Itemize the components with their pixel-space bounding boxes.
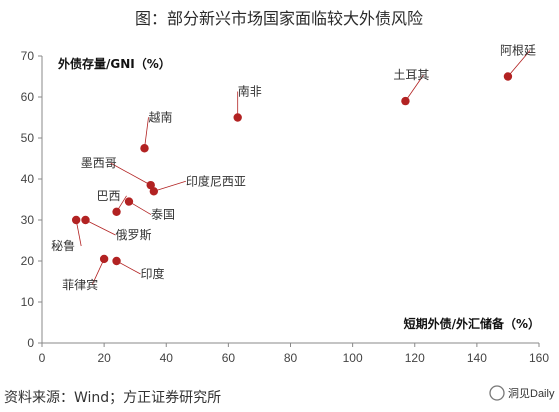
point-label: 巴西: [97, 189, 121, 203]
watermark: 洞见Daily: [489, 385, 555, 401]
data-point: [149, 187, 159, 196]
leader-line: [91, 258, 105, 286]
data-point: [401, 96, 410, 106]
leader-lines: [75, 50, 531, 286]
data-point: [503, 72, 513, 81]
y-tick-label: 30: [21, 213, 35, 227]
point-label: 阿根廷: [500, 44, 536, 58]
x-tick-label: 140: [467, 351, 487, 365]
y-tick-label: 70: [21, 49, 35, 63]
leader-line: [153, 180, 186, 192]
data-point: [71, 215, 81, 225]
y-tick-label: 40: [21, 172, 35, 186]
y-tick-label: 60: [21, 90, 35, 104]
point-label: 俄罗斯: [115, 228, 151, 242]
x-tick-label: 120: [405, 351, 425, 365]
data-point: [81, 215, 90, 225]
source-note: 资料来源：Wind；方正证券研究所: [4, 390, 221, 406]
x-tick-label: 80: [284, 351, 298, 365]
y-axis-title: 外债存量/GNI（%）: [58, 56, 171, 71]
point-label: 菲律宾: [62, 277, 98, 292]
data-points: [71, 72, 513, 266]
data-point: [124, 197, 134, 206]
leader-line: [128, 201, 152, 215]
wechat-icon: [489, 385, 505, 401]
data-point: [233, 113, 242, 122]
y-tick-label: 50: [21, 131, 35, 145]
chart-title: 图：部分新兴市场国家面临较大外债风险: [135, 9, 423, 28]
leader-line: [144, 117, 149, 149]
data-point: [140, 144, 149, 153]
point-label: 秘鲁: [51, 239, 75, 253]
x-tick-label: 0: [39, 351, 46, 365]
data-point: [112, 256, 121, 266]
axes: 0 10 20 30 40 50 60 70 0 20 40 60 80 100 120 140 160: [21, 49, 550, 365]
y-tick-label: 10: [21, 295, 35, 309]
leader-line: [110, 162, 151, 186]
point-label: 印度尼西亚: [186, 173, 246, 188]
point-label: 墨西哥: [81, 156, 117, 170]
point-label: 泰国: [151, 208, 175, 222]
point-label: 越南: [149, 109, 173, 124]
leader-line: [507, 50, 531, 77]
data-point: [99, 254, 109, 264]
watermark-text: 洞见Daily: [508, 387, 555, 400]
y-tick-label: 20: [21, 254, 35, 268]
x-tick-label: 60: [222, 351, 236, 365]
y-tick-label: 0: [27, 336, 34, 350]
x-axis-title: 短期外债/外汇储备（%）: [404, 316, 540, 331]
point-label: 印度: [141, 266, 165, 281]
leader-line: [116, 260, 141, 275]
x-tick-label: 20: [97, 351, 111, 365]
leader-line: [75, 219, 82, 247]
leader-line: [85, 219, 116, 236]
x-tick-label: 100: [343, 351, 363, 365]
x-tick-label: 160: [529, 351, 549, 365]
leader-line: [405, 74, 424, 102]
x-tick-label: 40: [160, 351, 174, 365]
point-label: 南非: [238, 84, 262, 99]
data-point: [112, 207, 121, 216]
point-label: 土耳其: [393, 68, 429, 82]
